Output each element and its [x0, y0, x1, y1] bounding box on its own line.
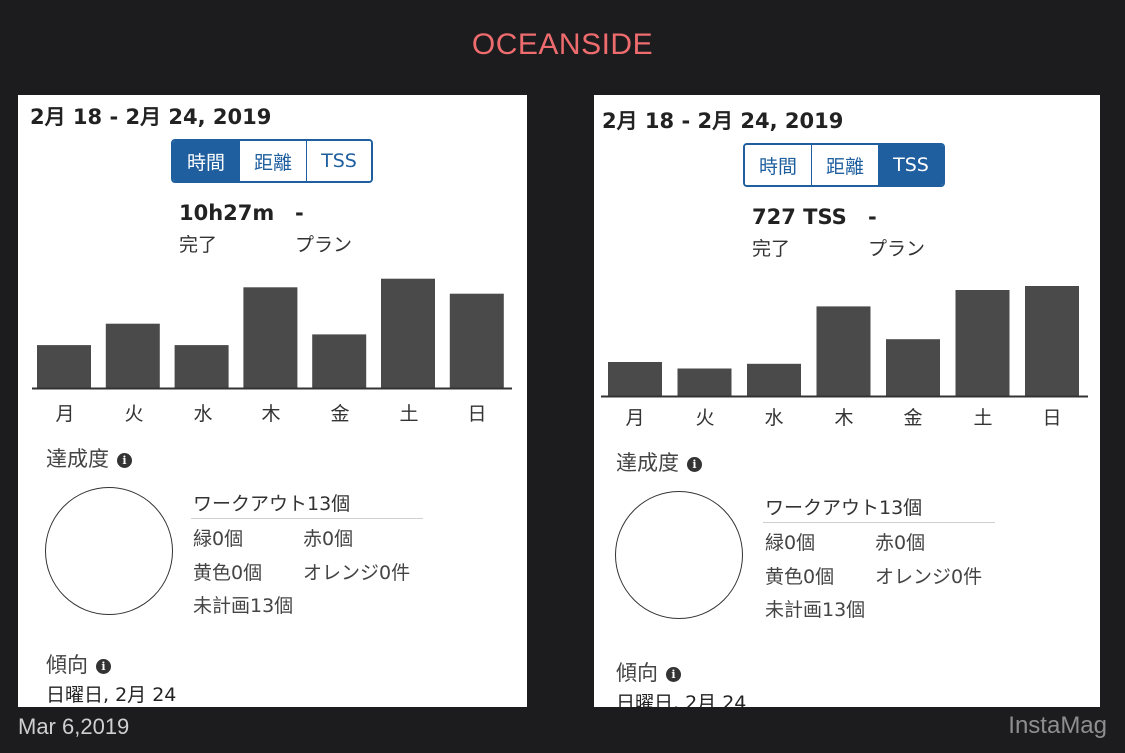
day-label: 火: [124, 403, 144, 425]
metric-segmented-control: 時間 距離 TSS: [171, 139, 373, 183]
day-label: 金: [903, 407, 923, 429]
bar-木[interactable]: [816, 306, 871, 396]
unplanned-count: 未計画13個: [765, 599, 866, 621]
planned-label: プラン: [295, 234, 353, 256]
day-label: 水: [764, 407, 784, 429]
planned-value: -: [868, 205, 877, 229]
bar-金[interactable]: [886, 339, 940, 396]
tab-distance[interactable]: 距離: [240, 141, 307, 181]
completion-title: 達成度: [616, 451, 679, 475]
info-icon[interactable]: i: [666, 666, 681, 682]
completion-heading: 達成度 i: [46, 443, 132, 473]
tab-distance[interactable]: 距離: [812, 145, 879, 185]
completed-label: 完了: [752, 238, 791, 260]
trend-heading: 傾向 i: [616, 657, 681, 687]
completion-heading: 達成度 i: [616, 447, 702, 477]
bar-月[interactable]: [37, 345, 91, 388]
tab-tss[interactable]: TSS: [879, 145, 943, 185]
date-range: 2月 18 - 2月 24, 2019: [602, 109, 844, 133]
trend-date: 日曜日, 2月 24: [46, 684, 177, 706]
album-title: OCEANSIDE: [471, 28, 654, 61]
orange-count: オレンジ0件: [303, 562, 411, 584]
brand-watermark: InstaMag: [1008, 712, 1107, 739]
day-label: 木: [834, 407, 854, 429]
day-label: 日: [467, 403, 487, 425]
yellow-count: 黄色0個: [193, 562, 263, 584]
bar-水[interactable]: [747, 363, 801, 396]
bar-火[interactable]: [105, 323, 160, 388]
bar-土[interactable]: [381, 278, 435, 388]
bar-木[interactable]: [243, 287, 298, 388]
weekly-bar-chart: [601, 286, 1088, 398]
bar-日[interactable]: [1025, 286, 1079, 396]
planned-label: プラン: [868, 238, 926, 260]
trend-heading: 傾向 i: [46, 649, 111, 679]
completed-value: 727 TSS: [752, 205, 847, 229]
day-label: 火: [695, 407, 715, 429]
tab-tss[interactable]: TSS: [307, 141, 371, 181]
day-label: 金: [330, 403, 350, 425]
bar-月[interactable]: [608, 362, 662, 396]
red-count: 赤0個: [303, 528, 354, 550]
workouts-total: ワークアウト13個: [193, 493, 351, 515]
day-label: 木: [261, 403, 281, 425]
yellow-count: 黄色0個: [765, 566, 835, 588]
day-label: 月: [55, 403, 75, 425]
day-label: 土: [973, 407, 993, 429]
tab-time[interactable]: 時間: [173, 141, 240, 181]
trend-title: 傾向: [46, 653, 88, 677]
red-count: 赤0個: [875, 532, 926, 554]
orange-count: オレンジ0件: [875, 566, 983, 588]
screenshot-panel-time: 2月 18 - 2月 24, 2019 時間 距離 TSS 10h27m - 完…: [18, 95, 527, 707]
trend-title: 傾向: [616, 661, 658, 685]
completed-value: 10h27m: [179, 201, 275, 225]
day-label: 水: [193, 403, 213, 425]
metric-segmented-control: 時間 距離 TSS: [743, 143, 945, 187]
footer-date: Mar 6,2019: [18, 714, 130, 739]
weekly-bar-chart: [32, 278, 512, 390]
day-label: 土: [399, 403, 419, 425]
day-label: 日: [1042, 407, 1062, 429]
planned-value: -: [295, 201, 304, 225]
day-label: 月: [625, 407, 645, 429]
screenshot-panel-tss: 2月 18 - 2月 24, 2019 時間 距離 TSS 727 TSS - …: [594, 95, 1100, 707]
bar-金[interactable]: [312, 334, 367, 388]
tab-time[interactable]: 時間: [745, 145, 812, 185]
completed-label: 完了: [179, 234, 218, 256]
bar-火[interactable]: [677, 368, 732, 397]
info-icon[interactable]: i: [117, 452, 132, 468]
bar-水[interactable]: [174, 345, 229, 388]
unplanned-count: 未計画13個: [193, 595, 294, 617]
date-range: 2月 18 - 2月 24, 2019: [30, 105, 272, 129]
divider: [763, 522, 995, 523]
completion-title: 達成度: [46, 447, 109, 471]
divider: [191, 518, 423, 519]
bar-土[interactable]: [955, 290, 1010, 396]
info-icon[interactable]: i: [687, 456, 702, 472]
workouts-total: ワークアウト13個: [765, 497, 923, 519]
completion-donut: [45, 487, 173, 615]
info-icon[interactable]: i: [96, 658, 111, 674]
trend-date: 日曜日, 2月 24: [616, 692, 747, 707]
green-count: 緑0個: [765, 532, 816, 554]
completion-donut: [615, 491, 743, 619]
green-count: 緑0個: [193, 528, 244, 550]
bar-日[interactable]: [449, 293, 504, 388]
